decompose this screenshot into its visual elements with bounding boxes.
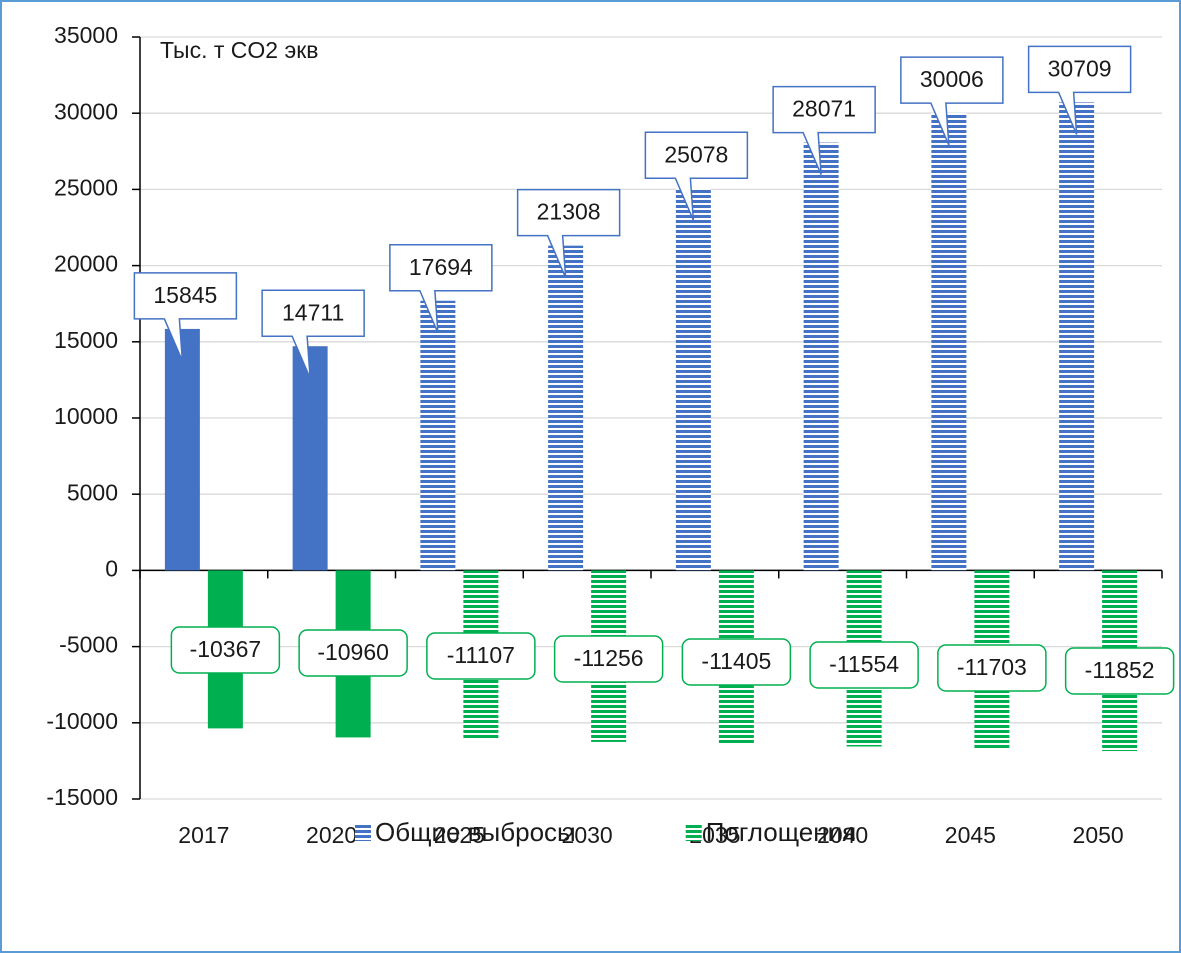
callout: [772, 85, 876, 175]
data-label-box: [937, 644, 1047, 692]
callout: [389, 243, 493, 334]
y-tick-label: 15000: [54, 327, 118, 353]
y-tick-label: 25000: [54, 174, 118, 200]
x-tick-label: 2045: [945, 822, 996, 848]
data-label: 14711: [282, 299, 344, 325]
x-tick-label: 2050: [1073, 822, 1124, 848]
data-label: 25078: [664, 141, 728, 167]
y-tick-label: 0: [105, 555, 118, 581]
callout: [261, 289, 365, 379]
y-tick-label: 35000: [54, 22, 118, 48]
bar: [548, 245, 584, 571]
x-tick-label: 2017: [178, 822, 229, 848]
data-label: -11256: [574, 645, 644, 671]
callout: [133, 272, 238, 362]
x-tick-label: 2025: [434, 822, 485, 848]
data-label: -11852: [1085, 657, 1155, 683]
y-tick-label: 30000: [54, 98, 118, 124]
data-label: 21308: [537, 199, 601, 225]
data-label-box: [1064, 647, 1175, 695]
y-tick-label: 20000: [54, 251, 118, 277]
bar: [931, 113, 967, 571]
data-label: 30709: [1048, 55, 1112, 81]
bar: [292, 346, 328, 571]
x-tick-label: 2040: [817, 822, 868, 848]
y-tick-label: -10000: [46, 708, 118, 734]
y-tick-label: 5000: [67, 479, 118, 505]
data-label: 28071: [792, 96, 856, 122]
chart-title: Тыс. т CO2 экв: [160, 37, 318, 63]
bar: [675, 188, 711, 571]
data-label: 30006: [920, 66, 984, 92]
data-label: -11107: [447, 642, 515, 668]
bar: [1059, 102, 1095, 571]
data-label: 15845: [153, 282, 217, 308]
y-tick-label: 10000: [54, 403, 118, 429]
data-label: -11405: [701, 648, 771, 674]
callout: [900, 56, 1004, 146]
data-label: -10960: [317, 639, 389, 665]
bar: [164, 328, 200, 571]
data-label: -10367: [190, 636, 262, 662]
callout: [516, 188, 621, 278]
data-label: -11703: [957, 654, 1027, 680]
data-label-box: [553, 635, 664, 683]
x-tick-label: 2030: [562, 822, 613, 848]
data-label-box: [170, 626, 281, 674]
data-label-box: [809, 641, 919, 689]
x-tick-label: 2020: [306, 822, 357, 848]
data-label: -11554: [829, 651, 899, 677]
data-label-box: [681, 638, 792, 686]
data-label: 17694: [409, 254, 473, 280]
callout: [644, 131, 749, 221]
bar: [420, 300, 456, 571]
legend-label: Общие выбросы: [375, 817, 576, 847]
data-label-box: [426, 632, 536, 680]
y-tick-label: -5000: [59, 632, 118, 658]
data-label-box: [298, 629, 408, 677]
bar: [803, 142, 839, 571]
legend-label: Поглощения: [706, 817, 857, 847]
legend-swatch: [355, 825, 371, 841]
y-tick-label: -15000: [46, 784, 118, 810]
callout: [1027, 45, 1132, 135]
legend-swatch: [685, 825, 702, 841]
